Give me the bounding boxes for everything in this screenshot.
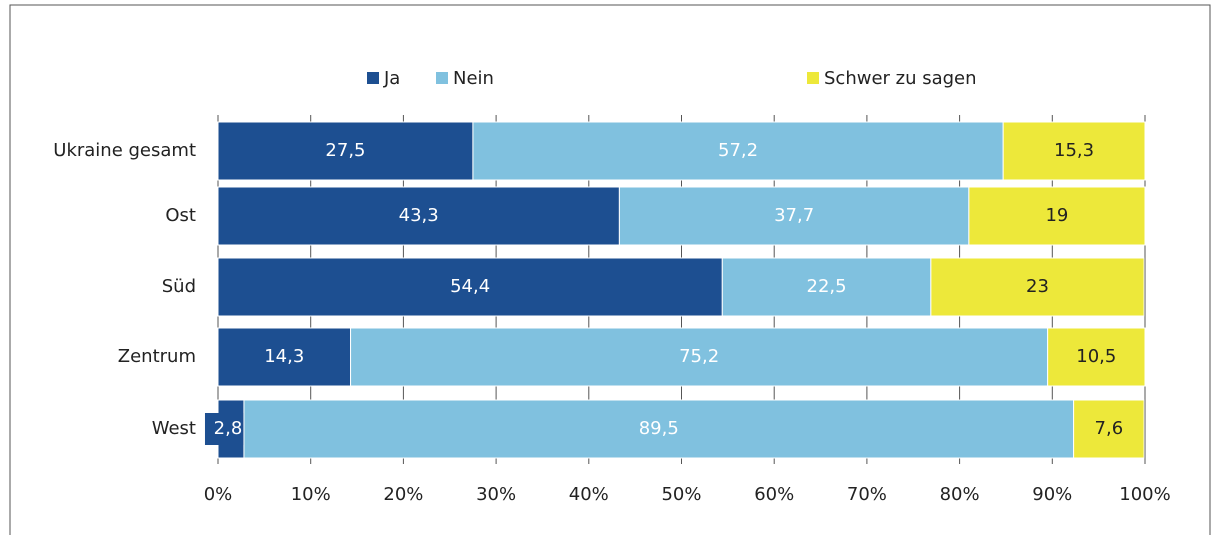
y-tick-label: Ukraine gesamt	[53, 140, 196, 161]
bar	[217, 121, 474, 181]
x-tick-label: 10%	[291, 484, 331, 505]
x-tick-label: 60%	[754, 484, 794, 505]
value-label: 23	[1026, 276, 1049, 297]
legend-swatch	[436, 72, 448, 84]
x-tick-label: 70%	[847, 484, 887, 505]
bar	[721, 257, 932, 317]
y-tick-label: Ost	[165, 205, 196, 226]
value-label: 54,4	[450, 276, 490, 297]
bar	[968, 186, 1146, 246]
value-label: 57,2	[718, 140, 758, 161]
bar	[217, 257, 723, 317]
value-label: 89,5	[639, 418, 679, 439]
y-tick-label: West	[152, 418, 196, 439]
x-tick-label: 100%	[1119, 484, 1170, 505]
bar	[472, 121, 1004, 181]
bar	[1002, 121, 1146, 181]
y-tick-label: Süd	[162, 276, 196, 297]
bar	[243, 399, 1075, 459]
y-tick-label: Zentrum	[118, 346, 196, 367]
value-label: 7,6	[1095, 418, 1124, 439]
legend-swatch	[807, 72, 819, 84]
value-label: 37,7	[774, 205, 814, 226]
legend-label: Ja	[383, 68, 400, 89]
x-tick-label: 40%	[569, 484, 609, 505]
value-label: 22,5	[807, 276, 847, 297]
bar	[217, 186, 620, 246]
value-label: 15,3	[1054, 140, 1094, 161]
label-background	[204, 413, 251, 445]
value-label: 43,3	[399, 205, 439, 226]
value-label: 27,5	[325, 140, 365, 161]
bar	[217, 327, 352, 387]
x-tick-label: 90%	[1032, 484, 1072, 505]
x-tick-label: 80%	[940, 484, 980, 505]
x-tick-label: 20%	[383, 484, 423, 505]
value-label: 75,2	[679, 346, 719, 367]
bar	[618, 186, 970, 246]
bar	[930, 257, 1145, 317]
x-tick-label: 50%	[661, 484, 701, 505]
bar	[350, 327, 1049, 387]
x-tick-label: 30%	[476, 484, 516, 505]
value-label: 14,3	[264, 346, 304, 367]
value-label: 2,8	[214, 418, 243, 439]
value-label: 10,5	[1076, 346, 1116, 367]
x-tick-label: 0%	[204, 484, 233, 505]
bar	[1047, 327, 1146, 387]
legend-swatch	[367, 72, 379, 84]
legend-label: Schwer zu sagen	[824, 68, 977, 89]
bar	[1073, 399, 1145, 459]
frame	[9, 4, 1211, 535]
value-label: 19	[1045, 205, 1068, 226]
legend-label: Nein	[453, 68, 494, 89]
